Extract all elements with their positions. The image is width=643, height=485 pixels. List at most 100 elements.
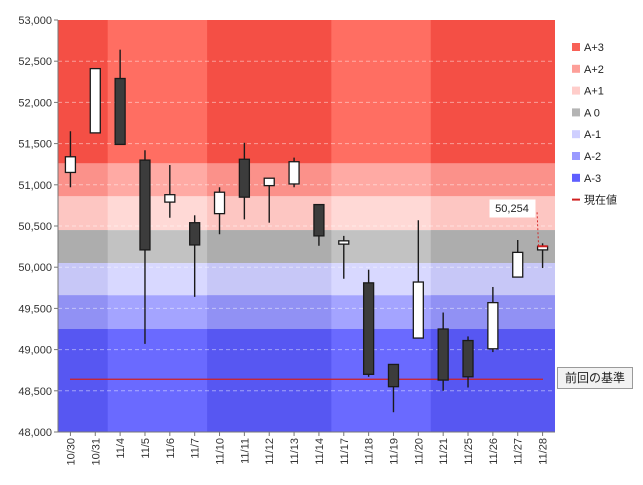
candle-11/11 [238, 142, 251, 220]
x-tick-label: 11/28 [538, 438, 550, 465]
candle-11/19 [387, 363, 400, 413]
y-tick-label: 51,000 [18, 180, 52, 192]
legend-swatch [572, 43, 580, 51]
candle-layer [64, 49, 549, 413]
candle-body-up [213, 191, 226, 215]
legend-label: A-1 [584, 129, 601, 141]
legend: A+3 A+2 A+1 A 0 A-1 A-2 A-3 現在値 [572, 42, 617, 207]
candle-body-up [164, 194, 176, 203]
legend-swatch [572, 130, 580, 139]
band-shade [58, 263, 108, 296]
candle-body-up [487, 301, 499, 350]
candle-11/5 [139, 150, 151, 344]
y-tick-label: 52,500 [18, 56, 52, 68]
candle-body-down [437, 328, 449, 381]
legend-label: A 0 [584, 107, 600, 119]
candle-11/17 [338, 235, 350, 279]
candle-11/7 [189, 215, 201, 297]
candle-body-down [114, 77, 126, 146]
previous-base-button[interactable]: 前回の基準 [557, 367, 633, 389]
band-shade [207, 329, 332, 432]
candle-11/12 [263, 177, 275, 223]
candle-body-down [362, 282, 375, 375]
legend-swatch [572, 173, 580, 182]
candle-11/13 [288, 157, 300, 188]
candle-11/21 [437, 312, 449, 391]
band-shade [207, 230, 332, 264]
x-tick-label: 11/20 [413, 438, 425, 465]
candle-11/27 [512, 240, 524, 278]
legend-label: A-3 [584, 173, 601, 185]
candle-11/20 [412, 220, 424, 339]
candle-11/4 [114, 49, 126, 146]
y-tick-label: 48,500 [18, 386, 52, 398]
y-tick-label: 49,000 [18, 345, 52, 357]
legend-swatch [572, 108, 580, 117]
band-shade [207, 295, 332, 329]
candle-11/26 [487, 286, 499, 353]
candle-body-down [139, 159, 151, 251]
x-tick-label: 11/26 [488, 438, 500, 465]
candle-11/18 [362, 269, 375, 377]
y-tick-label: 50,000 [18, 262, 52, 274]
x-tick-label: 11/19 [388, 438, 400, 465]
x-tick-label: 11/12 [264, 438, 276, 465]
candle-body-down [387, 363, 400, 388]
band-shade [58, 295, 108, 329]
x-tick-label: 10/30 [65, 438, 77, 466]
axes-layer: 48,000 48,500 49,000 49,500 50,000 50,500 51,0… [18, 15, 555, 466]
x-tick-label: 11/10 [215, 438, 227, 465]
grid-layer [58, 60, 555, 392]
candle-body-up [89, 67, 101, 134]
y-tick-label: 48,000 [18, 427, 52, 439]
band-shade [430, 230, 555, 264]
band-shade [58, 329, 108, 432]
band-shade [207, 20, 332, 164]
x-tick-label: 11/6 [165, 438, 177, 459]
legend-swatch [572, 86, 580, 95]
x-tick-label: 11/18 [364, 438, 376, 465]
y-tick-label: 52,000 [18, 97, 52, 109]
candle-11/14 [313, 203, 325, 246]
x-tick-label: 11/17 [339, 438, 351, 465]
x-tick-label: 11/4 [115, 438, 127, 459]
x-tick-label: 11/25 [463, 438, 475, 465]
candle-11/25 [462, 336, 474, 388]
candle-body-down [238, 158, 251, 198]
legend-label: A+2 [584, 64, 604, 76]
y-tick-label: 51,500 [18, 139, 52, 151]
current-value-leader [536, 210, 540, 247]
band-shade [430, 163, 555, 197]
band-shade [58, 196, 108, 231]
y-tick-label: 49,500 [18, 303, 52, 315]
x-tick-label: 11/5 [140, 438, 152, 459]
band-shade [207, 263, 332, 296]
candle-11/10 [213, 187, 226, 235]
legend-label: A+1 [584, 86, 604, 98]
candle-10/30 [64, 131, 77, 188]
legend-label: 現在値 [584, 194, 617, 207]
legend-swatch [572, 152, 580, 160]
legend-label: A+3 [584, 42, 604, 54]
x-tick-label: 11/7 [190, 438, 202, 459]
current-value-label: 50,254 [495, 203, 529, 215]
candle-body-up [338, 240, 350, 245]
x-tick-label: 11/27 [513, 438, 525, 465]
band-shade [58, 230, 108, 264]
candle-body-up [64, 156, 77, 174]
y-tick-label: 53,000 [18, 15, 52, 27]
current-value-label-box [489, 199, 536, 218]
candle-10/31 [89, 67, 101, 134]
candle-body-down [462, 339, 474, 378]
candle-body-down [189, 222, 201, 246]
candle-body-up [263, 177, 275, 187]
candle-body-up [412, 281, 424, 339]
annotation-layer: 50,254 [489, 199, 548, 248]
legend-swatch [572, 64, 580, 73]
x-tick-label: 11/11 [239, 438, 251, 464]
y-tick-label: 50,500 [18, 221, 52, 233]
candle-body-up [512, 251, 524, 278]
x-tick-label: 10/31 [90, 438, 102, 466]
